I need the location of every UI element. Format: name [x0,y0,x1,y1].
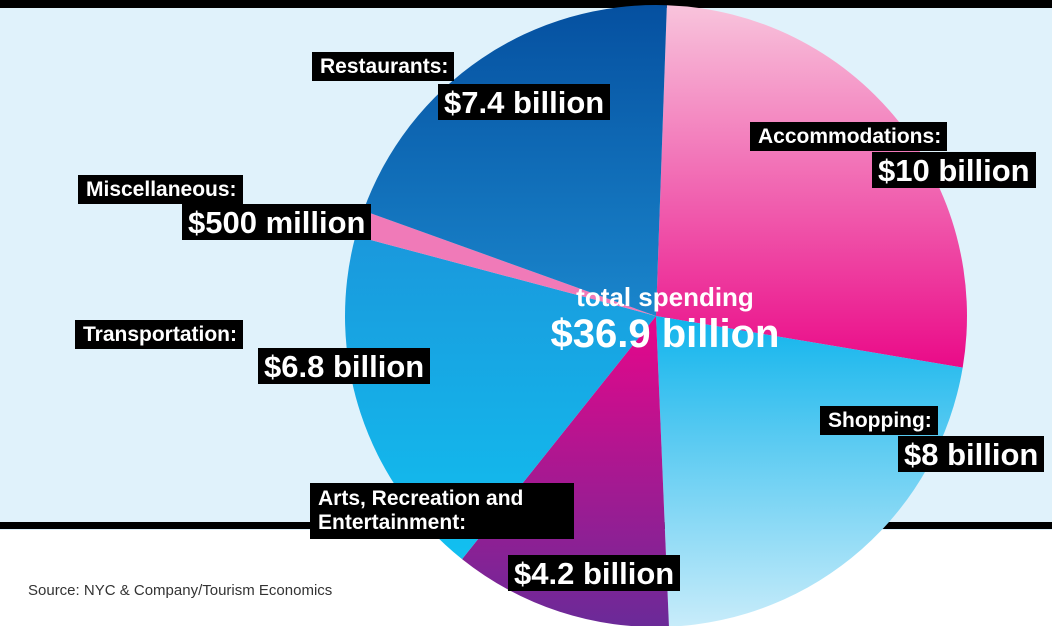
slice-name: Shopping: [820,406,938,435]
center-total: $36.9 billion [550,312,780,356]
pie-slice [656,5,967,368]
slice-value: $4.2 billion [508,555,681,591]
center-title: total spending [576,282,754,312]
pie-slice [363,5,667,317]
top-bar [0,0,1052,8]
slice-name: Arts, Recreation and Entertainment: [310,483,574,540]
slice-value: $6.8 billion [258,348,431,384]
pie-slice [344,235,656,560]
slice-name: Transportation: [75,320,244,349]
slice-value: $8 billion [898,436,1045,472]
slice-value: $7.4 billion [438,84,611,120]
slice-name: Miscellaneous: [78,175,243,204]
pie-slice [462,316,669,626]
slice-value: $500 million [182,204,372,240]
pie [344,5,967,626]
pie-slice [355,210,656,316]
source: Source: NYC & Company/Tourism Economics [28,582,333,599]
slice-name: Restaurants: [312,52,455,81]
slice-name: Accommodations: [750,122,948,151]
pie-slice [656,316,963,626]
slice-value: $10 billion [872,152,1036,188]
